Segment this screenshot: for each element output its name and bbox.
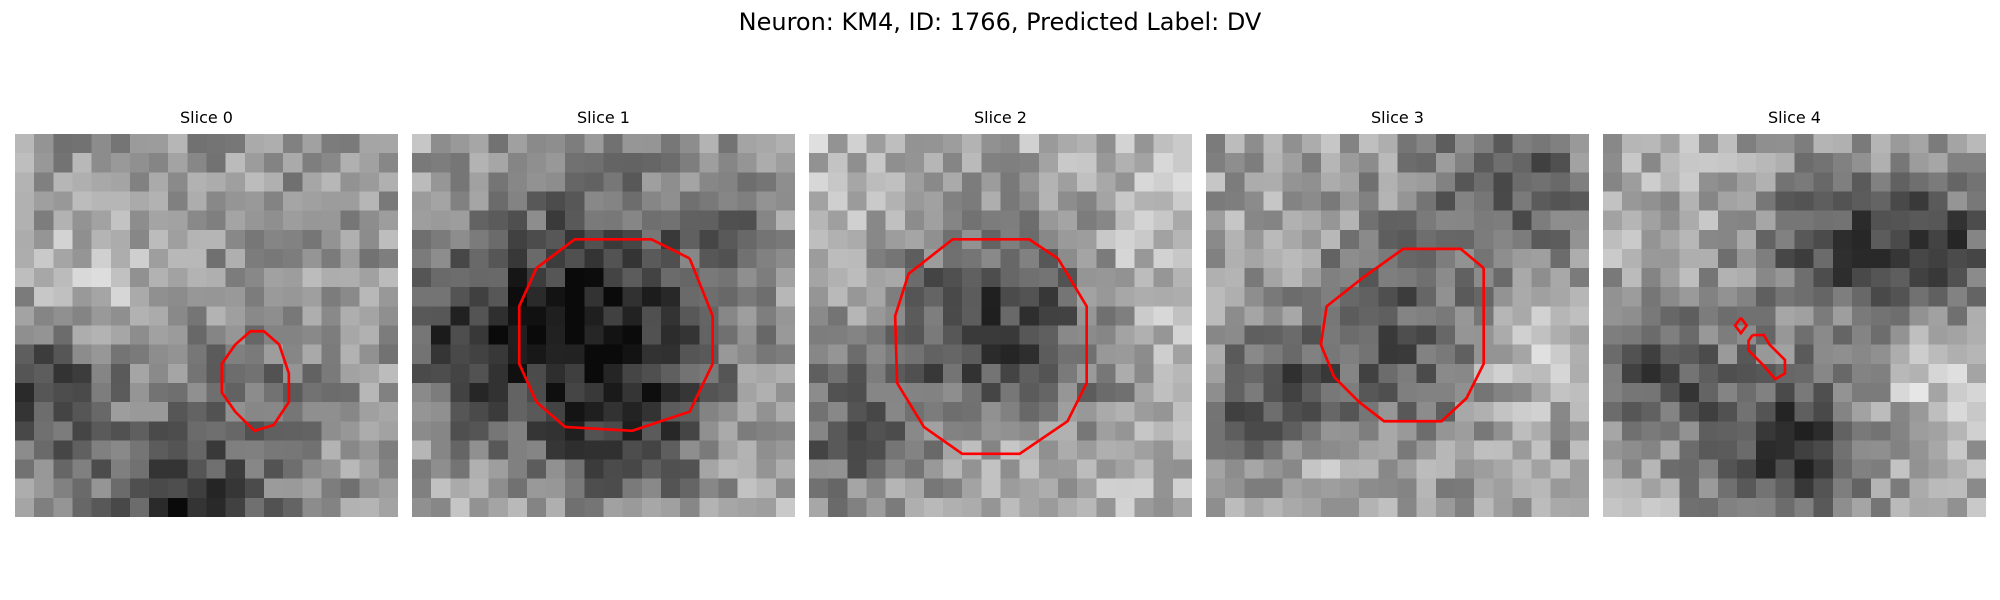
slice-pixels-3 [1206,134,1589,517]
contour-line-4-1 [1747,333,1787,381]
slice-title-2: Slice 2 [974,108,1027,127]
contour-line-4-0 [1733,317,1749,336]
slice-image-3 [1206,134,1589,517]
slice-contour-layer-2 [893,237,1089,456]
slice-contour-layer-3 [1319,247,1486,423]
contour-line-2-0 [893,237,1089,456]
slice-contour-layer-0 [220,329,291,433]
figure-suptitle: Neuron: KM4, ID: 1766, Predicted Label: … [738,8,1262,36]
slice-image-1 [412,134,795,517]
slice-panel-3: Slice 3 [1206,108,1589,517]
slice-panel-0: Slice 0 [15,108,398,517]
slice-title-3: Slice 3 [1371,108,1424,127]
slice-contour-layer-4 [1733,317,1787,381]
slice-image-4 [1603,134,1986,517]
slice-panel-4: Slice 4 [1603,108,1986,517]
slice-image-2 [809,134,1192,517]
slice-title-1: Slice 1 [577,108,630,127]
slice-pixels-0 [15,134,398,517]
contour-line-3-0 [1319,247,1486,423]
slice-title-4: Slice 4 [1768,108,1821,127]
slice-image-0 [15,134,398,517]
contour-line-0-0 [220,329,291,433]
contour-line-1-0 [517,237,714,433]
slice-panel-1: Slice 1 [412,108,795,517]
slice-contour-layer-1 [517,237,714,433]
slice-pixels-1 [412,134,795,517]
slice-title-0: Slice 0 [180,108,233,127]
slice-panel-2: Slice 2 [809,108,1192,517]
slice-pixels-4 [1603,134,1986,517]
